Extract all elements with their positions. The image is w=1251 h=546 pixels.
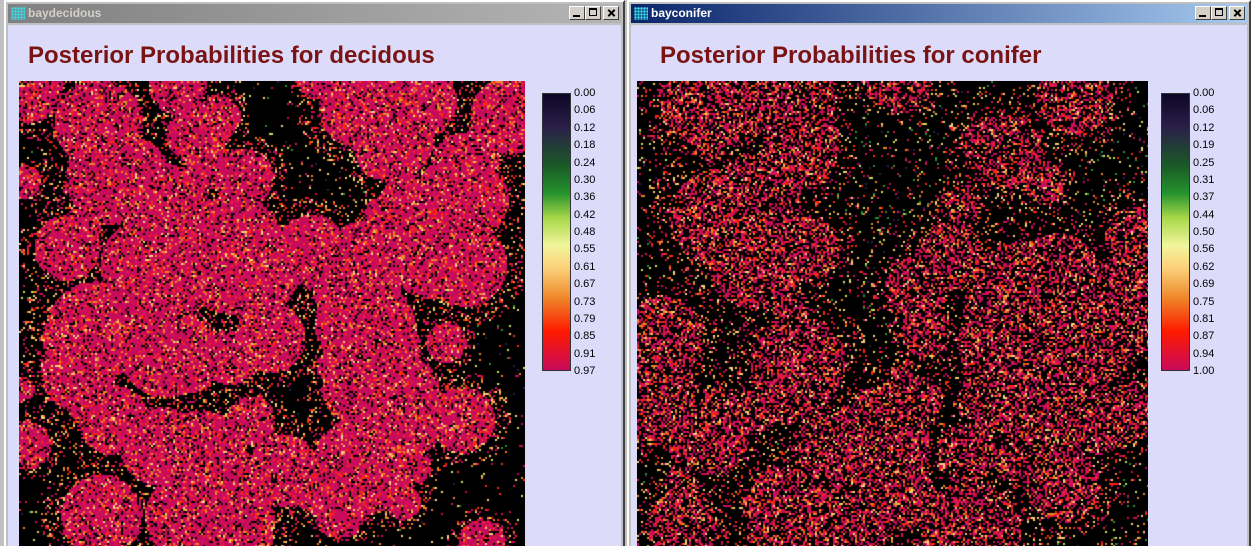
legend-tick-label: 0.18 [574, 139, 596, 152]
minimize-button[interactable] [569, 6, 585, 20]
legend-tick-label: 0.44 [1193, 208, 1215, 221]
window-client-area: Posterior Probabilities for decidous 0.0… [8, 25, 621, 546]
legend-tick-label: 0.12 [1193, 121, 1215, 134]
app-icon[interactable] [11, 7, 25, 20]
legend-tick-label: 0.62 [1193, 260, 1215, 273]
color-bar [1161, 93, 1190, 371]
maximize-button[interactable] [1211, 6, 1227, 20]
legend-tick-label: 0.55 [574, 243, 596, 256]
legend-tick-label: 0.36 [574, 191, 596, 204]
legend-tick-label: 0.87 [1193, 330, 1215, 343]
legend-tick-label: 0.81 [1193, 312, 1215, 325]
legend-tick-label: 0.79 [574, 312, 596, 325]
legend-tick-label: 0.00 [574, 87, 596, 99]
legend-tick-label: 0.61 [574, 260, 596, 273]
legend-tick-label: 0.50 [1193, 226, 1215, 238]
window-bayconifer[interactable]: bayconifer Posterior Probabilities for c… [627, 0, 1251, 546]
legend-tick-label: 0.48 [574, 226, 596, 238]
legend-tick-label: 0.25 [1193, 156, 1215, 169]
app-icon[interactable] [634, 7, 648, 20]
legend-tick-label: 0.97 [574, 365, 596, 377]
title-bar[interactable]: bayconifer [631, 4, 1247, 23]
minimize-button[interactable] [1195, 6, 1211, 20]
legend-tick-label: 0.73 [574, 295, 596, 308]
legend-tick-label: 0.75 [1193, 295, 1215, 308]
legend-tick-label: 0.24 [574, 156, 596, 169]
color-bar [542, 93, 571, 371]
close-button[interactable] [603, 6, 619, 20]
plot-title: Posterior Probabilities for conifer [660, 42, 1042, 69]
probability-map-image [637, 81, 1148, 546]
legend-tick-label: 0.30 [574, 173, 596, 186]
legend-tick-label: 0.31 [1193, 173, 1215, 186]
legend-tick-label: 0.85 [574, 330, 596, 343]
legend-tick-label: 0.91 [574, 347, 596, 360]
legend-tick-label: 0.06 [1193, 104, 1215, 117]
legend-tick-label: 0.67 [574, 278, 596, 291]
legend-tick-label: 0.69 [1193, 278, 1215, 291]
window-title: baydecidous [28, 6, 102, 20]
legend-tick-label: 0.00 [1193, 87, 1215, 99]
title-bar[interactable]: baydecidous [8, 4, 621, 23]
legend-tick-label: 0.19 [1193, 139, 1215, 152]
close-button[interactable] [1229, 6, 1245, 20]
legend-tick-label: 0.37 [1193, 191, 1215, 204]
window-baydecidous[interactable]: baydecidous Posterior Probabilities for … [4, 0, 625, 546]
legend-tick-label: 0.94 [1193, 347, 1215, 360]
legend-tick-label: 0.42 [574, 208, 596, 221]
maximize-button[interactable] [585, 6, 601, 20]
probability-map-image [19, 81, 525, 546]
legend-tick-label: 1.00 [1193, 365, 1215, 377]
plot-title: Posterior Probabilities for decidous [28, 42, 435, 69]
legend-tick-label: 0.12 [574, 121, 596, 134]
window-client-area: Posterior Probabilities for conifer 0.00… [631, 25, 1247, 546]
legend-tick-label: 0.56 [1193, 243, 1215, 256]
legend-tick-label: 0.06 [574, 104, 596, 117]
window-title: bayconifer [651, 6, 712, 20]
